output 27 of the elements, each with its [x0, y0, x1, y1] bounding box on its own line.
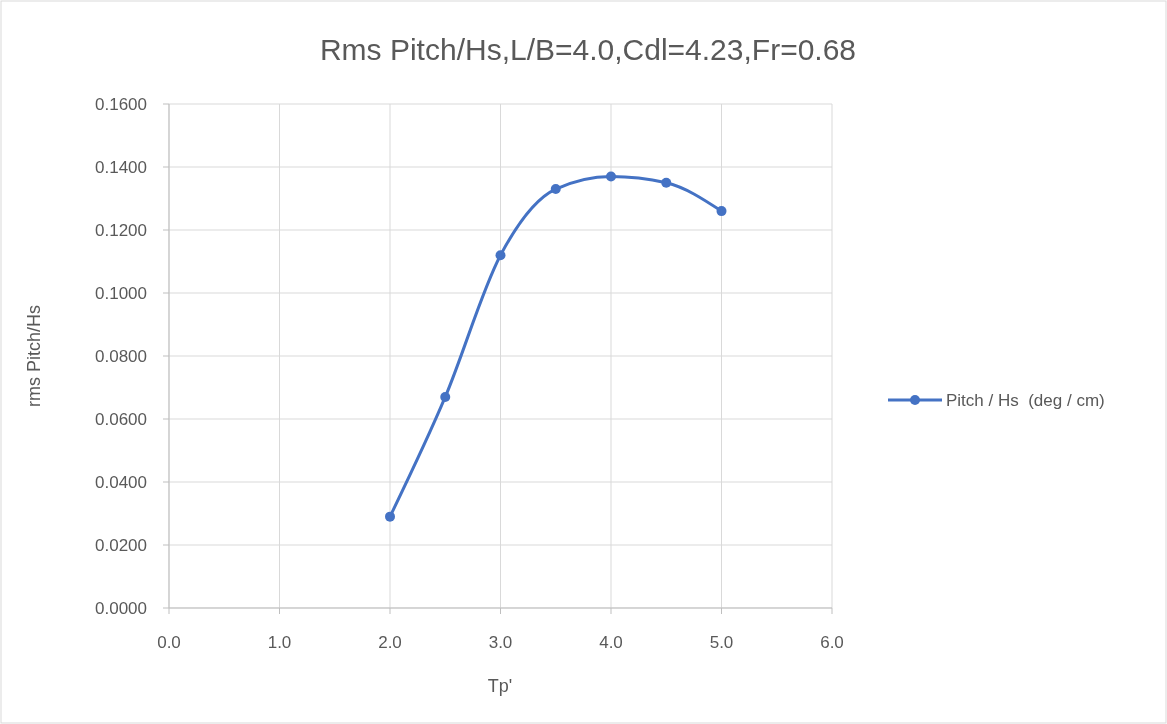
y-tick-label: 0.1600 — [95, 94, 147, 114]
x-axis-title: Tp' — [487, 676, 513, 696]
point — [495, 250, 506, 261]
x-tick-label: 5.0 — [709, 633, 734, 652]
y-tick-label: 0.0400 — [95, 472, 147, 492]
y-tick-label: 0.0000 — [95, 598, 147, 618]
y-tick-label: 0.1000 — [95, 283, 147, 303]
y-tick-label: 0.0600 — [95, 409, 147, 429]
x-tick-label: 6.0 — [820, 633, 844, 652]
x-tick-label: 0.0 — [157, 633, 181, 652]
x-tick-label: 3.0 — [488, 633, 513, 652]
legend-label: Pitch / Hs (deg / cm) — [946, 390, 1105, 410]
y-tick-label: 0.1400 — [95, 157, 147, 177]
point — [550, 184, 561, 195]
point — [716, 206, 727, 217]
x-tick-label: 4.0 — [599, 633, 623, 652]
y-tick-label: 0.0800 — [95, 346, 147, 366]
x-tick-label: 2.0 — [378, 633, 402, 652]
y-axis-title: rms Pitch/Hs — [24, 304, 44, 408]
y-tick-label: 0.1200 — [95, 220, 147, 240]
point — [440, 391, 451, 402]
y-tick-label: 0.0200 — [95, 535, 147, 555]
chart-title: Rms Pitch/Hs,L/B=4.0,Cdl=4.23,Fr=0.68 — [319, 33, 857, 66]
x-tick-label: 1.0 — [267, 633, 292, 652]
point — [661, 177, 672, 188]
point — [606, 171, 616, 182]
point — [385, 511, 395, 522]
